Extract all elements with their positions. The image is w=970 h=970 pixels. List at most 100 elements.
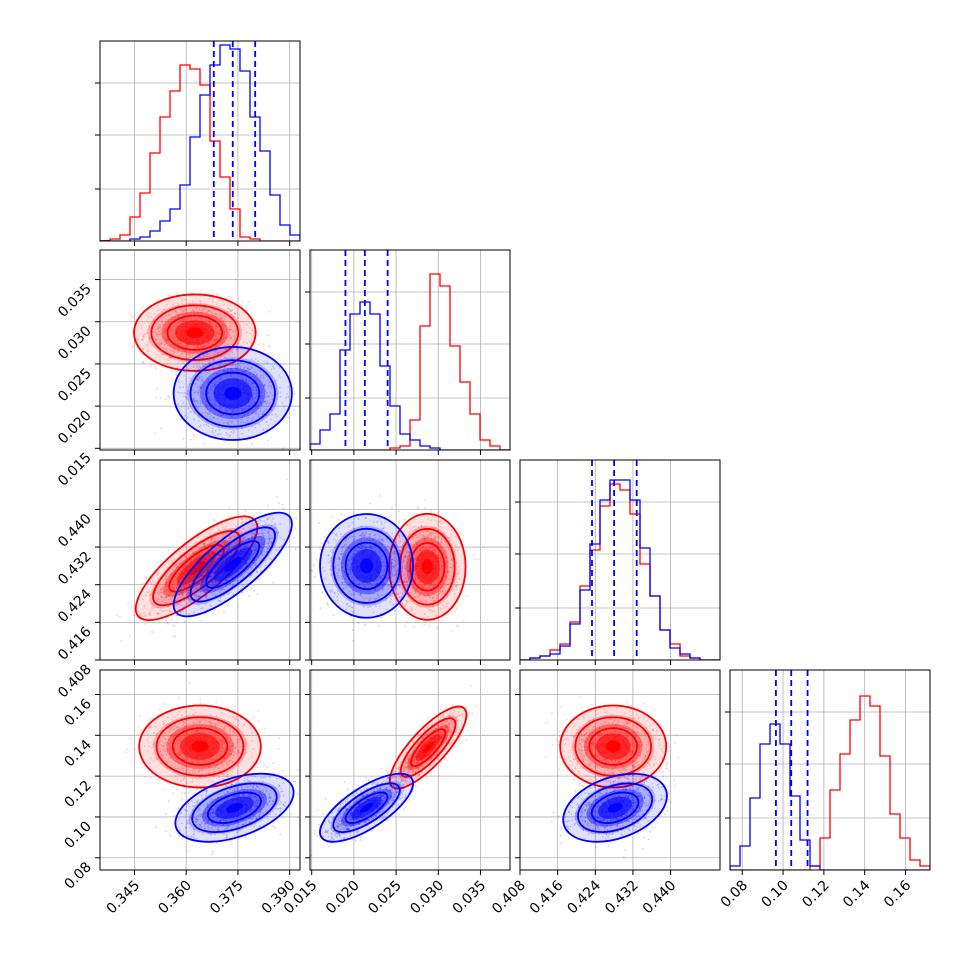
sample-point-red — [399, 606, 402, 609]
sample-point-blue — [247, 367, 250, 370]
sample-point-blue — [255, 363, 258, 366]
sample-point-blue — [263, 541, 266, 543]
sample-point-blue — [282, 503, 284, 506]
sample-point-blue — [182, 386, 184, 389]
sample-point-blue — [187, 407, 190, 410]
sample-point-blue — [294, 527, 297, 530]
sample-point-red — [156, 333, 159, 336]
sample-point-red — [192, 308, 194, 311]
sample-point-red — [181, 319, 183, 322]
sample-point-blue — [276, 415, 278, 418]
sample-point-blue — [165, 398, 167, 400]
sample-point-red — [225, 325, 227, 327]
sample-point-blue — [272, 394, 274, 397]
sample-point-red — [229, 337, 232, 340]
sample-point-red — [285, 478, 288, 481]
sample-point-blue — [185, 395, 187, 398]
sample-point-blue — [263, 395, 265, 398]
sample-point-blue — [278, 546, 281, 549]
sample-point-red — [234, 330, 237, 332]
sample-point-blue — [250, 401, 252, 404]
sample-point-red — [180, 611, 182, 614]
sample-point-red — [440, 619, 443, 622]
sample-point-blue — [260, 374, 263, 377]
sample-point-red — [216, 294, 218, 296]
sample-point-blue — [219, 433, 222, 435]
sample-point-blue — [225, 556, 228, 558]
sample-point-blue — [192, 399, 195, 402]
sample-point-red — [222, 314, 224, 317]
sample-point-blue — [189, 383, 191, 385]
sample-point-blue — [229, 545, 232, 547]
sample-point-blue — [255, 559, 258, 562]
sample-point-red — [159, 332, 162, 335]
sample-point-blue — [246, 367, 249, 370]
sample-point-red — [163, 353, 166, 356]
sample-point-blue — [194, 590, 197, 593]
sample-point-red — [224, 344, 227, 347]
sample-point-red — [176, 339, 179, 342]
sample-point-red — [167, 560, 170, 563]
sample-point-red — [194, 556, 196, 559]
sample-point-red — [131, 331, 134, 333]
sample-point-red — [175, 577, 178, 579]
histogram-blue — [100, 44, 300, 241]
sample-point-red — [225, 348, 227, 350]
sample-point-red — [210, 311, 213, 313]
sample-point-blue — [224, 585, 227, 588]
sample-point-red — [215, 337, 218, 340]
sample-point-red — [173, 558, 176, 561]
sample-point-blue — [228, 435, 231, 438]
sample-point-red — [196, 351, 199, 353]
sample-point-blue — [263, 384, 266, 387]
sample-point-red — [203, 542, 206, 545]
sample-point-blue — [182, 610, 185, 613]
sample-point-red — [226, 307, 229, 310]
sample-point-red — [140, 615, 143, 618]
sample-point-blue — [258, 343, 260, 346]
histogram-blue — [310, 301, 510, 450]
sample-point-blue — [225, 551, 228, 554]
sample-point-blue — [213, 398, 215, 401]
sample-point-blue — [242, 416, 244, 419]
sample-point-blue — [256, 379, 259, 381]
sample-point-blue — [237, 362, 240, 365]
sample-point-blue — [194, 400, 197, 403]
sample-point-blue — [252, 382, 255, 385]
sample-point-red — [147, 350, 150, 353]
sample-point-red — [184, 556, 187, 559]
sample-point-blue — [278, 374, 281, 376]
sample-point-red — [155, 332, 158, 335]
sample-point-red — [210, 538, 213, 541]
sample-point-red — [202, 542, 205, 545]
sample-point-blue — [214, 429, 217, 432]
sample-point-blue — [231, 420, 234, 423]
sample-point-red — [233, 313, 236, 316]
sample-point-red — [214, 314, 217, 317]
sample-point-blue — [202, 381, 205, 384]
sample-point-blue — [176, 585, 179, 588]
sample-point-blue — [196, 580, 198, 583]
sample-point-red — [451, 630, 454, 632]
sample-point-blue — [210, 591, 212, 594]
sample-point-blue — [246, 419, 249, 422]
sample-point-red — [165, 582, 167, 585]
sample-point-blue — [220, 587, 223, 589]
sample-point-blue — [208, 564, 211, 566]
sample-point-red — [217, 333, 220, 335]
sample-point-red — [224, 556, 227, 559]
sample-point-blue — [209, 386, 212, 389]
sample-point-blue — [234, 579, 237, 582]
sample-point-blue — [230, 374, 233, 376]
sample-point-blue — [245, 379, 248, 381]
sample-point-red — [154, 366, 157, 368]
sample-point-red — [231, 313, 233, 316]
sample-point-red — [222, 320, 225, 323]
sample-point-red — [212, 542, 214, 545]
sample-point-red — [196, 311, 199, 314]
sample-point-red — [172, 571, 175, 573]
sample-point-red — [241, 517, 243, 520]
sample-point-blue — [281, 401, 284, 404]
sample-point-blue — [212, 580, 215, 583]
sample-point-red — [195, 547, 198, 550]
